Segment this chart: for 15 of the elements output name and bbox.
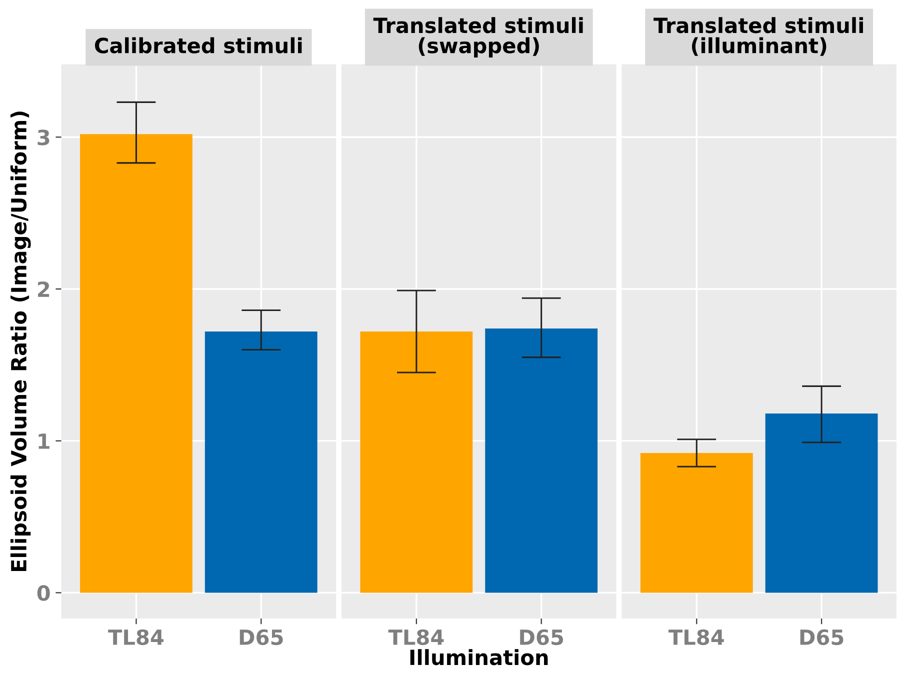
x-tick-label: TL84 — [388, 629, 444, 646]
y-tick-label: 2 — [38, 281, 50, 297]
y-tick-label: 1 — [38, 434, 50, 449]
chart-title: Translated stimuli (swapped) — [373, 17, 583, 58]
chart-title: Translated stimuli (illuminant) — [654, 17, 863, 56]
y-tick-label: 3 — [38, 130, 50, 146]
x-tick-label: TL84 — [668, 629, 724, 646]
y-tick-label: 0 — [37, 585, 50, 601]
x-tick-label: D65 — [800, 629, 844, 646]
x-tick-label: D65 — [240, 629, 283, 646]
chart-title: Calibrated stimuli — [94, 37, 302, 54]
x-axis-title: Illumination — [410, 649, 548, 666]
x-tick-label: D65 — [520, 629, 564, 646]
x-tick-label: TL84 — [108, 629, 164, 646]
y-axis-title: Ellipsoid Volume Ratio (Image/Uniform) — [10, 112, 31, 572]
